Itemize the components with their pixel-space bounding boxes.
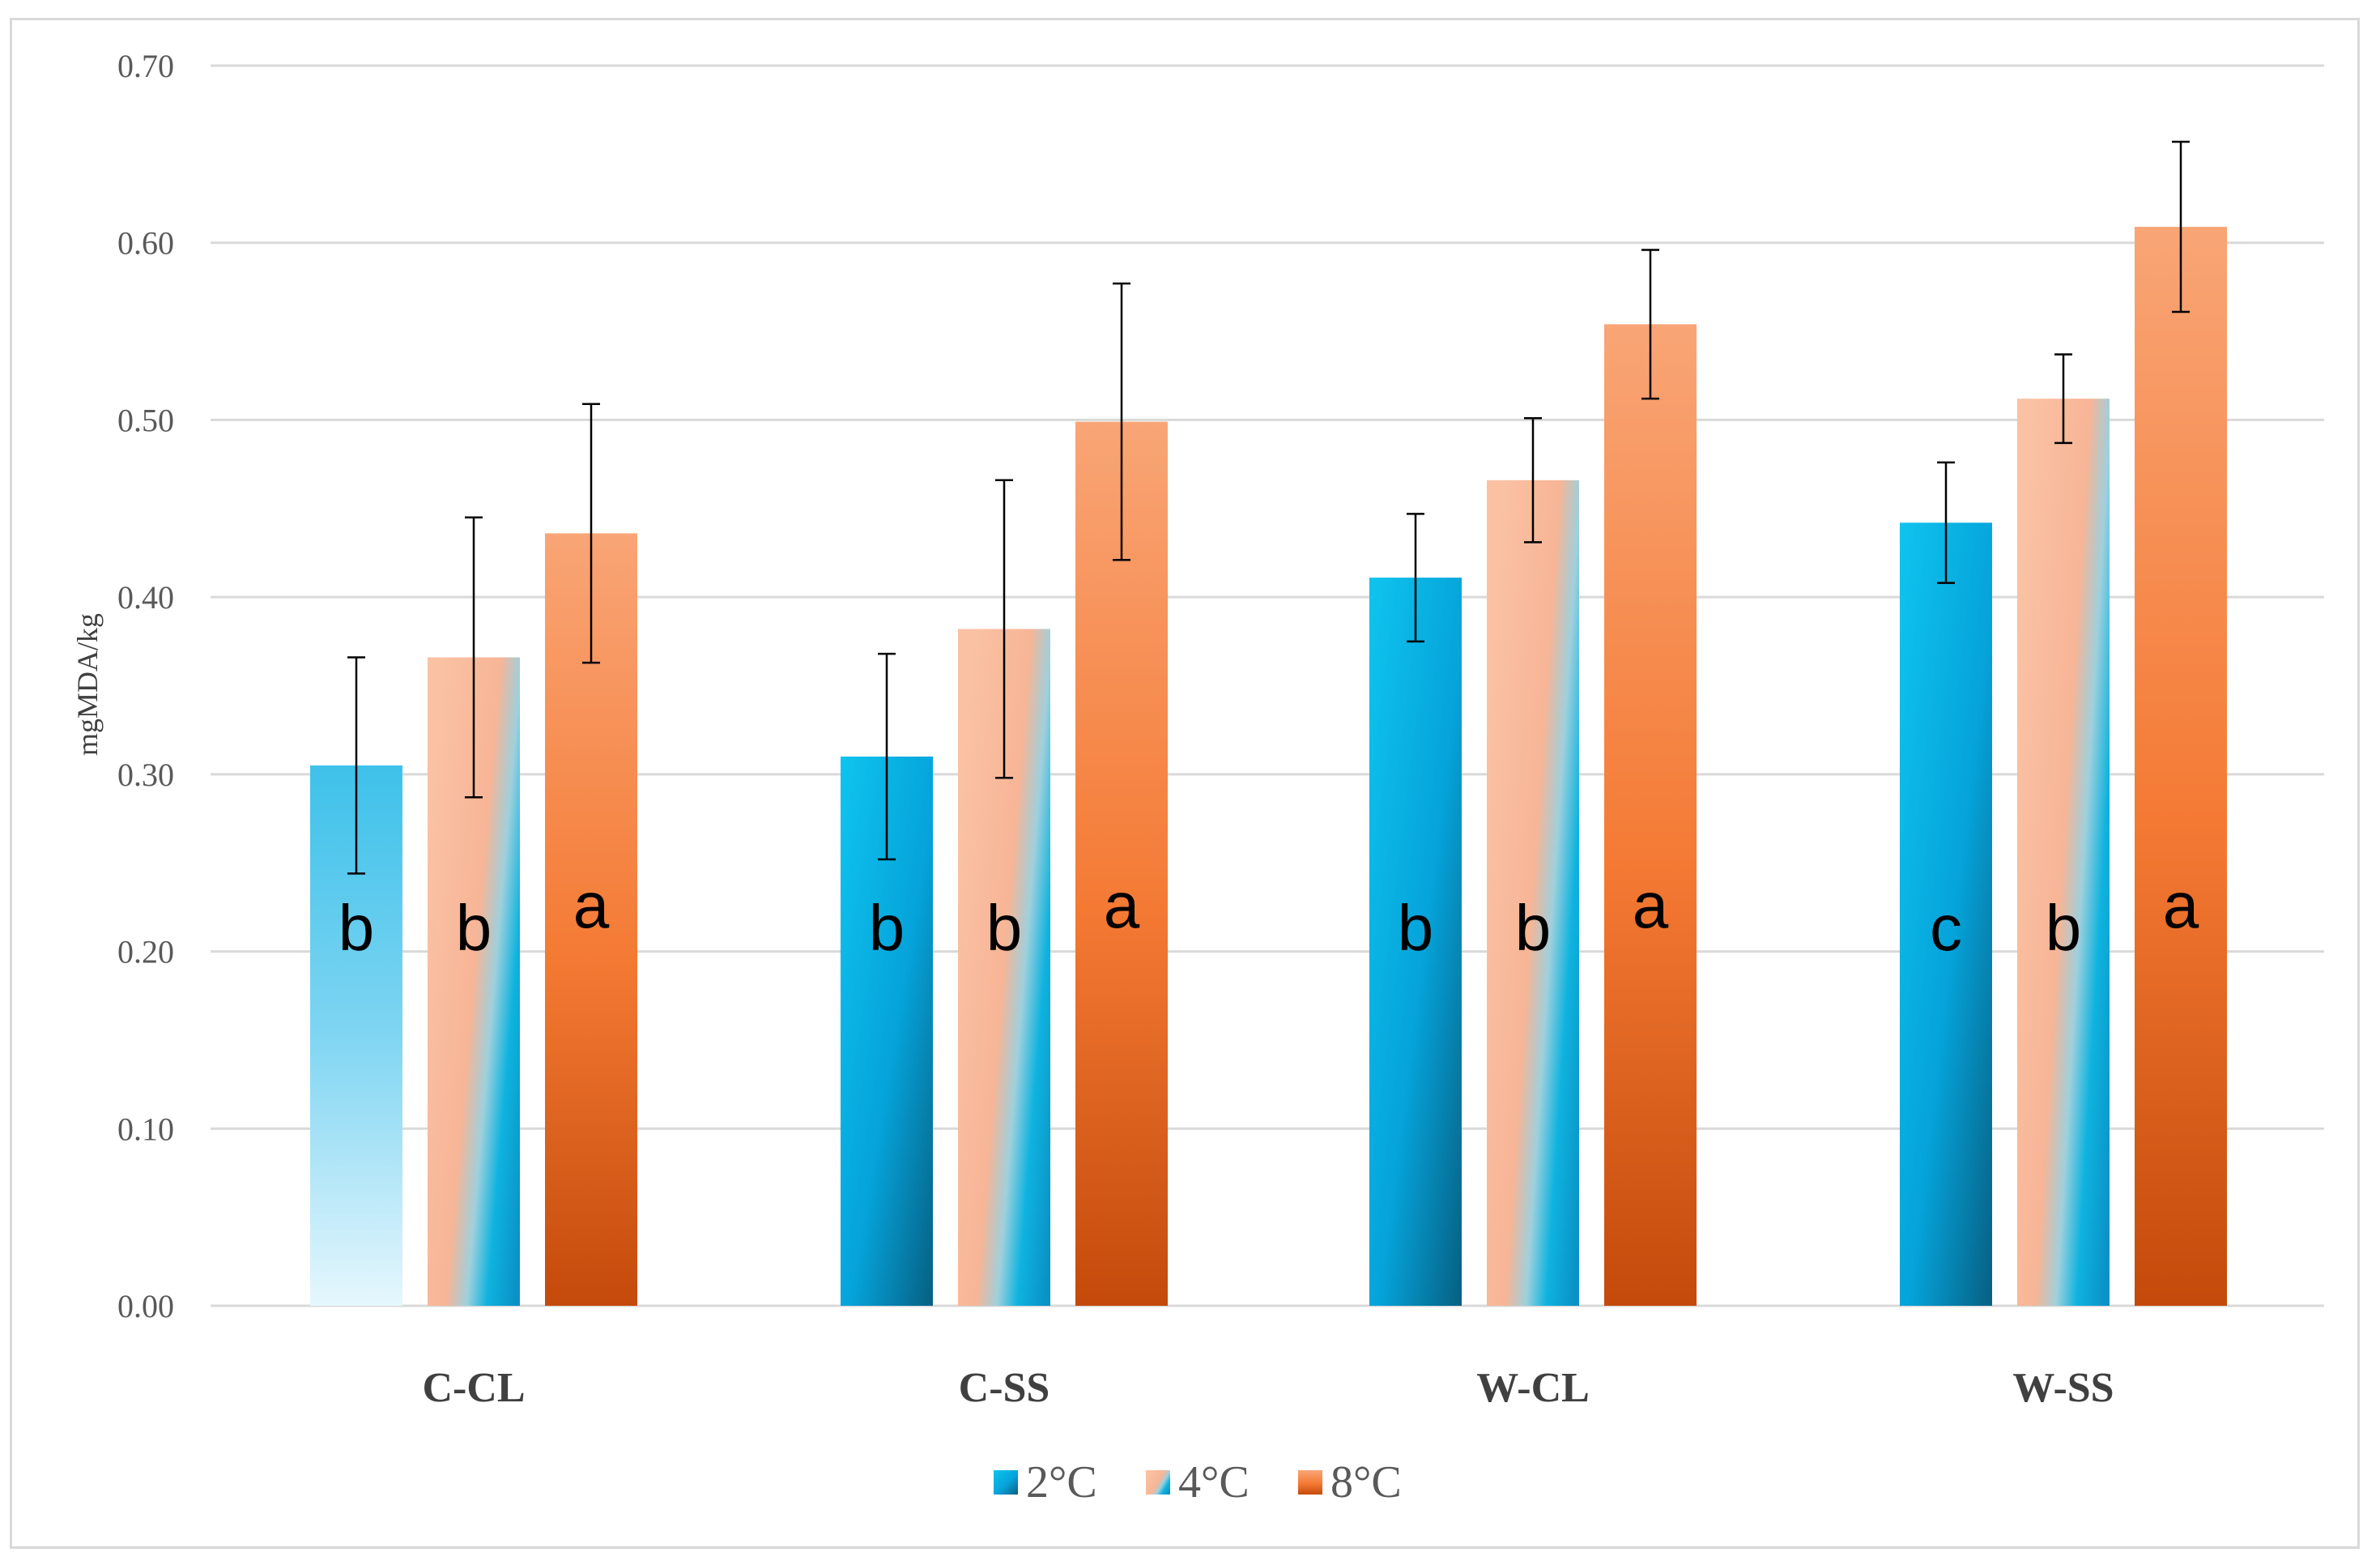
x-tick-label: W-CL: [1476, 1365, 1590, 1411]
significance-letter: b: [2046, 892, 2082, 964]
legend-swatch-4c: [1146, 1470, 1170, 1495]
error-bars-layer: [347, 140, 2190, 875]
legend-swatch-2c: [994, 1470, 1018, 1495]
legend-swatch-8c: [1298, 1470, 1322, 1495]
legend: 2°C 4°C 8°C: [994, 1457, 1402, 1507]
legend-item-8c: 8°C: [1298, 1457, 1402, 1507]
bar-2c-w-cl: [1369, 578, 1462, 1306]
bar-4c-w-ss: [2017, 399, 2110, 1306]
legend-item-4c: 4°C: [1146, 1457, 1250, 1507]
significance-letter: b: [869, 892, 905, 964]
bars-layer: [310, 227, 2227, 1306]
bar-2c-w-ss: [1900, 522, 1992, 1306]
legend-item-2c: 2°C: [994, 1457, 1097, 1507]
y-axis-label: mgMDA/kg: [71, 613, 104, 756]
significance-letter: a: [1633, 869, 1669, 941]
y-tick-label: 0.20: [117, 934, 174, 970]
bar-8c-c-ss: [1075, 421, 1168, 1306]
significance-letter: c: [1930, 892, 1962, 964]
y-tick-label: 0.30: [117, 757, 174, 793]
y-tick-label: 0.70: [117, 48, 174, 84]
y-tick-label: 0.00: [117, 1288, 174, 1324]
bar-4c-w-cl: [1487, 480, 1579, 1306]
legend-label-8c: 8°C: [1331, 1457, 1402, 1507]
category-labels: C-CL C-SS W-CL W-SS: [422, 1365, 2114, 1411]
significance-letter: a: [573, 869, 610, 941]
significance-letter: b: [986, 892, 1023, 964]
significance-letter: b: [456, 892, 492, 964]
y-tick-label: 0.10: [117, 1111, 174, 1147]
legend-label-4c: 4°C: [1178, 1457, 1250, 1507]
significance-letter: a: [2163, 869, 2199, 941]
significance-letters-layer: b b b cb b b ba a a a: [338, 869, 2199, 964]
chart-svg: 0.00 0.10 0.20 0.30 0.40 0.50 0.60 0.70 b b b c b b b…: [71, 48, 2324, 1507]
y-tick-label: 0.50: [117, 402, 174, 438]
significance-letter: b: [1398, 892, 1434, 964]
significance-letter: b: [338, 892, 375, 964]
y-tick-label: 0.60: [117, 225, 174, 262]
bar-8c-w-cl: [1604, 324, 1697, 1306]
bar-8c-w-ss: [2135, 227, 2227, 1306]
significance-letter: b: [1515, 892, 1552, 964]
legend-label-2c: 2°C: [1026, 1457, 1097, 1507]
y-tick-label: 0.40: [117, 579, 174, 616]
x-tick-label: C-CL: [422, 1365, 525, 1411]
chart-frame: 0.00 0.10 0.20 0.30 0.40 0.50 0.60 0.70 b b b c b b b…: [10, 18, 2360, 1549]
significance-letter: a: [1104, 869, 1140, 941]
x-tick-label: W-SS: [2012, 1365, 2114, 1411]
x-tick-label: C-SS: [959, 1365, 1050, 1411]
